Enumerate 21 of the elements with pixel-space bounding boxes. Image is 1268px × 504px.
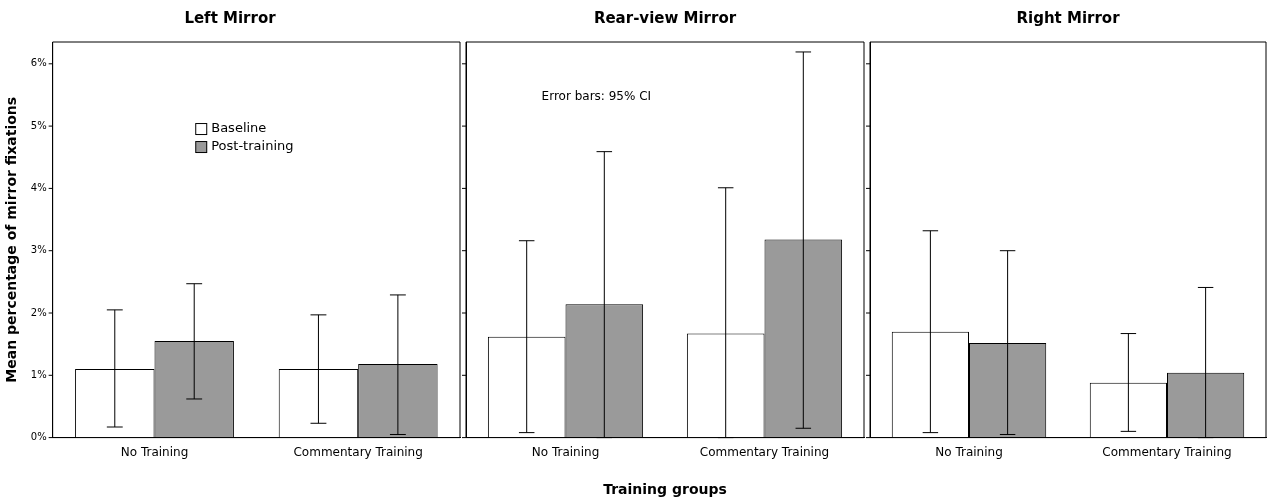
y-tick-label: 2% [30,306,47,318]
x-tick-label: Commentary Training [699,444,830,459]
y-tick-label: 6% [30,57,47,69]
x-axis-title: Training groups [603,480,727,497]
y-tick-label: 0% [30,431,47,443]
x-tick-label: Commentary Training [1102,444,1232,459]
y-tick-label: 1% [30,368,47,380]
y-axis-title: Mean percentage of mirror fixations [3,96,20,383]
chart-title: Rear-view Mirror [593,8,737,27]
y-tick-label: 5% [30,119,47,131]
chart-title: Right Mirror [1016,8,1121,27]
x-tick-label: No Training [120,444,189,459]
y-tick-label: 4% [30,182,47,193]
y-tick-label: 3% [30,244,47,256]
x-tick-label: Commentary Training [293,444,423,459]
legend-label: Post-training [211,138,294,154]
x-tick-label: No Training [935,444,1003,459]
x-tick-label: No Training [531,444,600,459]
legend-label: Baseline [211,120,267,136]
chart-title: Left Mirror [184,8,277,27]
annotation: Error bars: 95% CI [541,89,652,104]
